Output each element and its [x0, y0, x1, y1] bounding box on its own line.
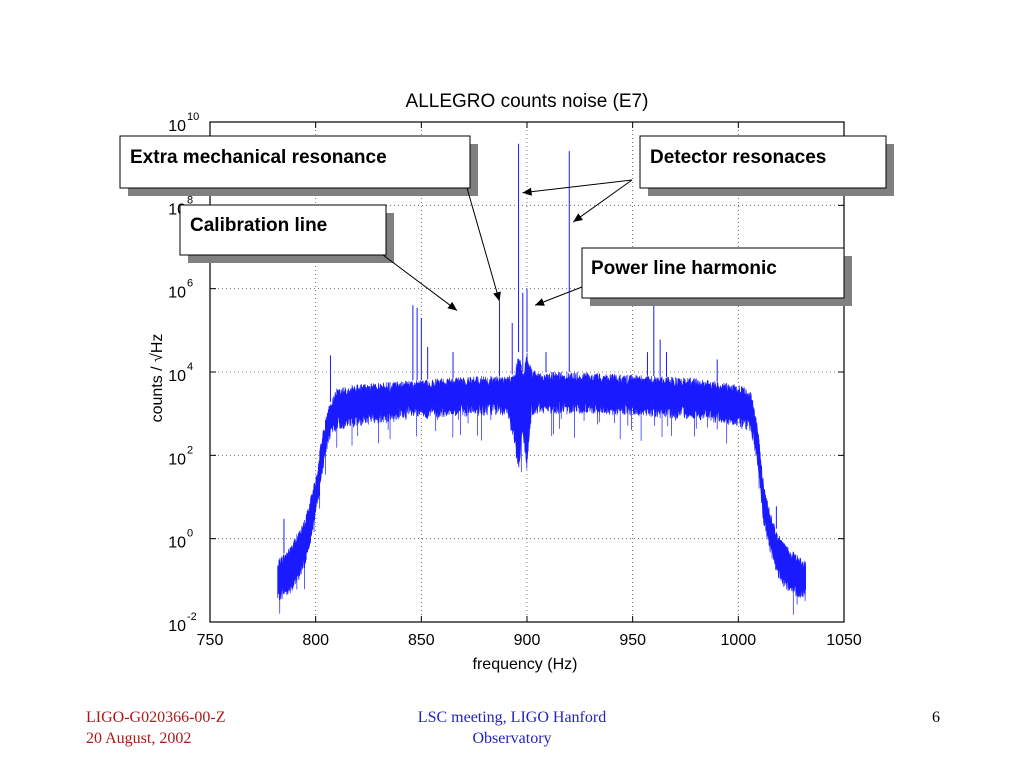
footer-left: LIGO-G020366-00-Z 20 August, 2002 — [86, 707, 226, 749]
noise-spectrum-chart: 750 800 850 900 950 1000 105010-21001021041061… — [119, 91, 894, 673]
document-date: 20 August, 2002 — [86, 730, 192, 747]
x-tick-label: 750 — [197, 632, 224, 649]
y-tick-exponent: 10 — [187, 111, 199, 123]
callout-label: Calibration line — [190, 215, 327, 236]
y-tick-base: 10 — [168, 535, 186, 552]
callout-label: Detector resonaces — [650, 147, 826, 168]
y-tick-exponent: 0 — [187, 528, 193, 540]
meeting-line-2: Observatory — [472, 730, 552, 747]
annotation-arrow-line — [466, 187, 501, 302]
annotation-arrow-head — [493, 291, 501, 302]
footer-right: 6 — [900, 707, 940, 728]
y-tick-exponent: 4 — [187, 361, 193, 373]
annotation-arrow-head — [573, 213, 583, 222]
y-tick-base: 10 — [168, 451, 186, 468]
x-tick-label: 900 — [514, 632, 541, 649]
y-tick-exponent: 8 — [187, 194, 193, 206]
annotation-arrow-line — [572, 179, 633, 223]
axis-ticks: 750 800 850 900 950 1000 105010-21001021041061… — [168, 111, 862, 649]
y-tick-base: 10 — [168, 368, 186, 385]
x-tick-label: 1050 — [826, 632, 862, 649]
y-tick-label: 106 — [168, 278, 193, 302]
annotation-arrow-head — [522, 187, 532, 196]
y-tick-base: 10 — [168, 618, 186, 635]
annotation-arrows — [382, 179, 633, 311]
y-tick-base: 10 — [168, 285, 186, 302]
y-tick-base: 10 — [168, 118, 186, 135]
page-number: 6 — [932, 709, 940, 726]
meeting-line-1: LSC meeting, LIGO Hanford — [417, 709, 607, 726]
annotation-arrow-head — [535, 298, 545, 306]
x-tick-label: 800 — [302, 632, 329, 649]
callout-box — [639, 135, 887, 189]
document-id: LIGO-G020366-00-Z — [86, 709, 226, 726]
callout-label: Power line harmonic — [591, 258, 777, 279]
callout-calibration-line: Calibration line — [179, 204, 394, 263]
annotation-arrow-line — [522, 179, 633, 194]
footer-center: LSC meeting, LIGO Hanford Observatory — [370, 707, 654, 749]
y-tick-exponent: -2 — [187, 611, 197, 623]
noise-floor-band — [277, 352, 806, 602]
y-tick-label: 100 — [168, 528, 193, 552]
y-axis-label: counts / √Hz — [149, 334, 166, 423]
chart-title: ALLEGRO counts noise (E7) — [406, 91, 649, 112]
y-tick-label: 102 — [168, 444, 193, 468]
data-series — [277, 143, 806, 615]
callout-label: Extra mechanical resonance — [130, 147, 387, 168]
callout-box — [119, 135, 471, 189]
annotation-arrow-head — [447, 301, 458, 311]
callout-power-line-harmonic: Power line harmonic — [581, 247, 852, 306]
y-tick-label: 104 — [168, 361, 193, 385]
callout-detector-resonances: Detector resonaces — [639, 135, 894, 196]
x-axis-label: frequency (Hz) — [473, 656, 578, 673]
y-tick-exponent: 2 — [187, 444, 193, 456]
annotation-arrow-line — [382, 254, 458, 311]
x-tick-label: 850 — [408, 632, 435, 649]
y-tick-label: 10-2 — [168, 611, 197, 635]
callout-box — [581, 247, 845, 299]
callout-extra-mechanical-resonance: Extra mechanical resonance — [119, 135, 478, 196]
y-tick-exponent: 6 — [187, 278, 193, 290]
x-tick-label: 950 — [619, 632, 646, 649]
x-tick-label: 1000 — [721, 632, 757, 649]
callout-box — [179, 204, 387, 256]
